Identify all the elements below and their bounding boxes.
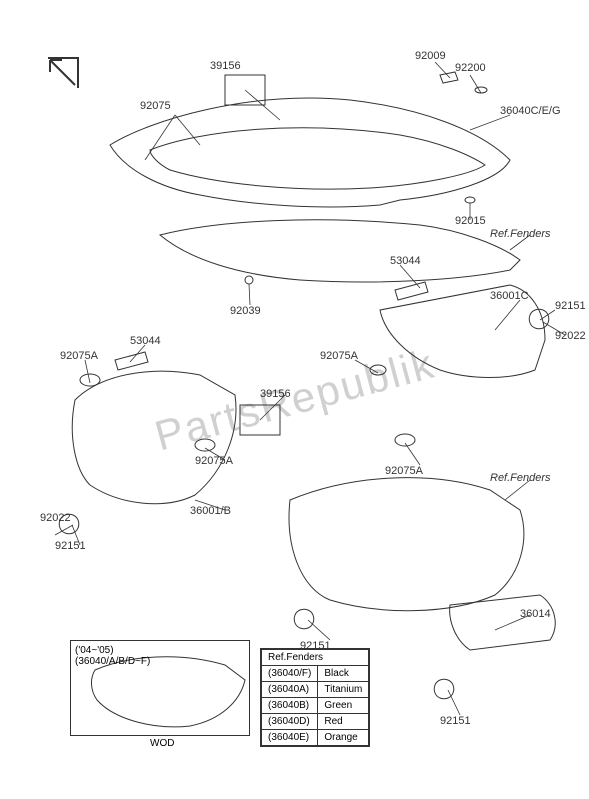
part-tail_cowl_inner bbox=[150, 128, 485, 189]
leader-line bbox=[145, 115, 175, 160]
parts-diagram: PartsRepublik 39156 92075 92009 92200 36… bbox=[0, 0, 589, 799]
label-92075a-bot: 92075A bbox=[385, 465, 423, 477]
part-grommet3 bbox=[195, 439, 215, 451]
label-92022-l: 92022 bbox=[40, 512, 71, 524]
part-under_tray bbox=[160, 220, 520, 282]
leader-line bbox=[448, 690, 460, 715]
leader-line bbox=[85, 360, 90, 383]
label-53044-r: 53044 bbox=[390, 255, 421, 267]
leader-line bbox=[405, 443, 420, 465]
part-grommet1 bbox=[80, 374, 100, 386]
leader-line bbox=[130, 345, 145, 362]
legend-row: (36040A)Titanium bbox=[262, 682, 369, 698]
label-ref-fenders-2: Ref.Fenders bbox=[490, 472, 551, 484]
legend-code: (36040/F) bbox=[262, 666, 318, 682]
part-nut1 bbox=[465, 197, 475, 203]
label-92075: 92075 bbox=[140, 100, 171, 112]
label-36014: 36014 bbox=[520, 608, 551, 620]
legend-row: (36040D)Red bbox=[262, 714, 369, 730]
legend-code: (36040E) bbox=[262, 730, 318, 746]
note-line1: ('04~'05) bbox=[75, 645, 245, 656]
legend-row: (36040E)Orange bbox=[262, 730, 369, 746]
label-92200: 92200 bbox=[455, 62, 486, 74]
part-bolt1 bbox=[529, 309, 549, 329]
label-92009: 92009 bbox=[415, 50, 446, 62]
legend-color: Titanium bbox=[318, 682, 369, 698]
label-36001c: 36001C bbox=[490, 290, 529, 302]
label-92151-l: 92151 bbox=[55, 540, 86, 552]
legend-color: Red bbox=[318, 714, 369, 730]
legend-code: (36040D) bbox=[262, 714, 318, 730]
label-92151-b2: 92151 bbox=[440, 715, 471, 727]
part-trim2 bbox=[395, 282, 428, 300]
legend-color: Orange bbox=[318, 730, 369, 746]
legend-color: Black bbox=[318, 666, 369, 682]
legend-row: (36040B)Green bbox=[262, 698, 369, 714]
leader-line bbox=[435, 62, 450, 78]
part-rear_hugger bbox=[289, 478, 524, 611]
part-clip1 bbox=[245, 276, 253, 284]
label-36040ceg: 36040C/E/G bbox=[500, 105, 561, 117]
color-legend: Ref.Fenders (36040/F)Black(36040A)Titani… bbox=[260, 648, 370, 747]
leader-line bbox=[308, 620, 330, 640]
note-box: ('04~'05) (36040/A/B/D~F) bbox=[70, 640, 250, 736]
orientation-arrow-icon bbox=[30, 30, 80, 95]
leader-line bbox=[495, 300, 520, 330]
part-trim1 bbox=[115, 352, 148, 370]
wod-label: WOD bbox=[150, 738, 174, 749]
label-39156: 39156 bbox=[210, 60, 241, 72]
part-chain_guard bbox=[450, 595, 556, 650]
label-39156-mid: 39156 bbox=[260, 388, 291, 400]
leader-line bbox=[249, 284, 250, 305]
label-92039: 92039 bbox=[230, 305, 261, 317]
label-92015: 92015 bbox=[455, 215, 486, 227]
label-92151-r: 92151 bbox=[555, 300, 586, 312]
label-92075a-mid2: 92075A bbox=[195, 455, 233, 467]
legend-color: Green bbox=[318, 698, 369, 714]
legend-header: Ref.Fenders bbox=[262, 650, 369, 666]
legend-code: (36040B) bbox=[262, 698, 318, 714]
label-36001b: 36001/B bbox=[190, 505, 231, 517]
part-bolt3 bbox=[294, 609, 314, 629]
note-line2: (36040/A/B/D~F) bbox=[75, 656, 245, 667]
part-side_panel_left bbox=[72, 371, 236, 504]
label-53044-l: 53044 bbox=[130, 335, 161, 347]
legend-table: Ref.Fenders (36040/F)Black(36040A)Titani… bbox=[261, 649, 369, 746]
leader-line bbox=[400, 265, 420, 288]
label-ref-fenders-1: Ref.Fenders bbox=[490, 228, 551, 240]
label-92075a-mid: 92075A bbox=[320, 350, 358, 362]
label-92075a-l: 92075A bbox=[60, 350, 98, 362]
legend-row: (36040/F)Black bbox=[262, 666, 369, 682]
leader-line bbox=[540, 310, 555, 320]
part-grommet2 bbox=[395, 434, 415, 446]
leader-line bbox=[355, 360, 378, 373]
label-92022-r: 92022 bbox=[555, 330, 586, 342]
legend-code: (36040A) bbox=[262, 682, 318, 698]
part-tail_cowl_outer bbox=[110, 98, 510, 207]
leader-line bbox=[470, 115, 510, 130]
part-washer_top bbox=[475, 87, 487, 93]
